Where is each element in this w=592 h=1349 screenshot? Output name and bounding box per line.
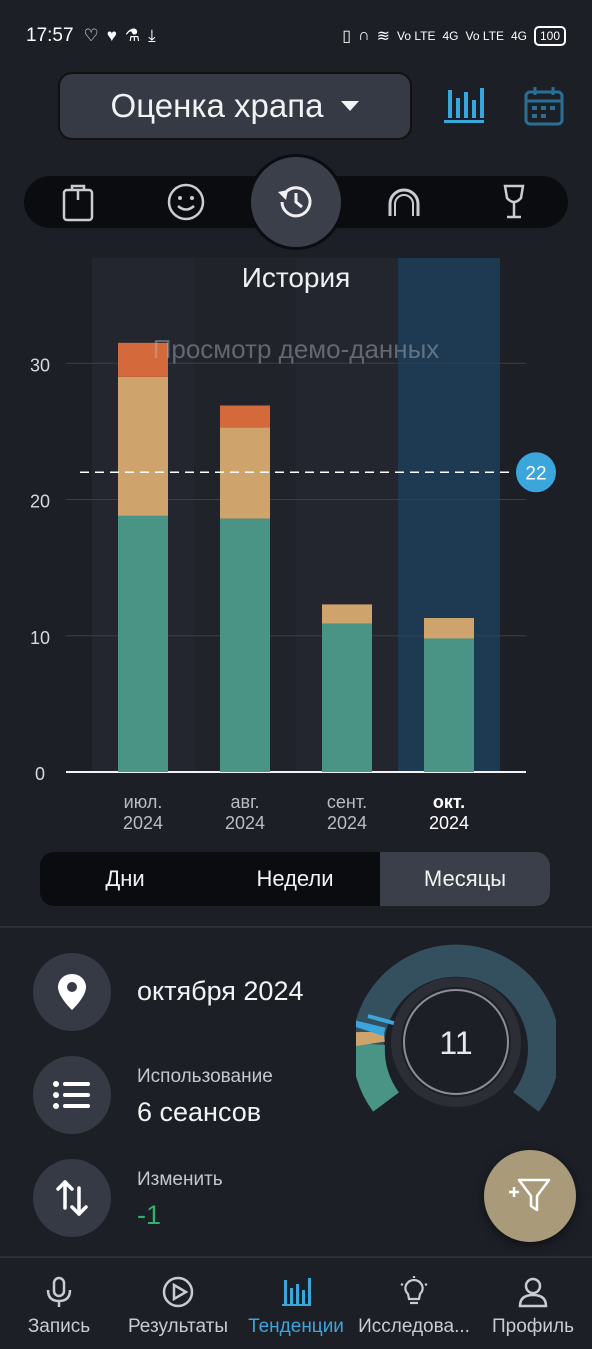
bar-segment bbox=[220, 518, 270, 772]
bar-segment bbox=[118, 515, 168, 772]
headphones-icon: ∩ bbox=[358, 27, 370, 44]
x-tick-label-month: июл. bbox=[124, 792, 163, 812]
nav-record[interactable]: Запись bbox=[14, 1258, 104, 1349]
y-tick-label: 0 bbox=[35, 764, 45, 784]
filter-add-icon bbox=[509, 1178, 551, 1212]
nav-profile[interactable]: Профиль bbox=[486, 1258, 580, 1349]
location-icon-circle bbox=[33, 953, 111, 1031]
play-circle-icon bbox=[162, 1276, 194, 1308]
wine-glass-icon[interactable] bbox=[494, 182, 534, 222]
report-type-dropdown[interactable]: Оценка храпа bbox=[58, 72, 412, 140]
bar-segment bbox=[220, 405, 270, 428]
x-tick-label-month: окт. bbox=[433, 792, 465, 812]
change-label: Изменить bbox=[137, 1169, 223, 1190]
nav-record-label: Запись bbox=[27, 1316, 91, 1337]
x-tick-label-year: 2024 bbox=[429, 813, 469, 833]
report-type-label: Оценка храпа bbox=[110, 87, 324, 124]
add-filter-button[interactable] bbox=[484, 1150, 576, 1242]
segment-days[interactable]: Дни bbox=[105, 866, 145, 891]
change-value: -1 bbox=[137, 1200, 162, 1230]
bar-segment bbox=[322, 604, 372, 624]
chart-title: История bbox=[241, 262, 351, 293]
divider bbox=[0, 926, 592, 928]
bar-segment bbox=[118, 342, 168, 377]
nav-profile-label: Профиль bbox=[491, 1316, 575, 1337]
x-tick-label-month: авг. bbox=[231, 792, 260, 812]
x-tick-label-year: 2024 bbox=[225, 813, 265, 833]
nav-results-label: Результаты bbox=[127, 1316, 229, 1337]
status-bar: 17:57 ♡ ♥ ⚗ ⤓ ▯ ∩ ≋ Vo LTE 4G Vo LTE 4G … bbox=[0, 0, 592, 72]
wifi-icon: ≋ bbox=[376, 28, 390, 45]
bar-chart-icon[interactable] bbox=[442, 84, 486, 128]
history-icon bbox=[278, 186, 312, 218]
lightbulb-icon bbox=[400, 1276, 428, 1305]
network-label-2: 4G bbox=[442, 29, 459, 43]
y-tick-label: 20 bbox=[30, 492, 50, 512]
change-icon-circle bbox=[33, 1159, 111, 1237]
arch-icon[interactable] bbox=[384, 182, 424, 222]
nav-research[interactable]: Исследова... bbox=[356, 1258, 472, 1349]
y-tick-label: 30 bbox=[30, 355, 50, 375]
heart-pulse-icon: ♥ bbox=[106, 26, 117, 45]
status-time: 17:57 bbox=[26, 25, 74, 46]
list-icon-circle bbox=[33, 1056, 111, 1134]
heart-check-icon: ♡ bbox=[83, 26, 99, 45]
period-value: октября 2024 bbox=[137, 976, 304, 1006]
reference-badge bbox=[514, 450, 558, 495]
network-label-1: Vo LTE bbox=[397, 29, 436, 43]
bar-segment bbox=[118, 376, 168, 516]
x-tick-label-year: 2024 bbox=[327, 813, 367, 833]
network-label-3: Vo LTE bbox=[465, 29, 504, 43]
x-tick-label-month: сент. bbox=[327, 792, 367, 812]
calendar-icon[interactable] bbox=[522, 84, 566, 128]
location-pin-icon bbox=[58, 974, 86, 1010]
history-tab-active[interactable] bbox=[248, 154, 344, 250]
bottom-navigation: Запись Результаты Тенденции Исследова...… bbox=[0, 1256, 592, 1349]
list-icon bbox=[53, 1081, 90, 1109]
bar-segment bbox=[424, 618, 474, 639]
nav-trends[interactable]: Тенденции bbox=[238, 1258, 354, 1349]
x-tick-label-year: 2024 bbox=[123, 813, 163, 833]
bar-segment bbox=[322, 623, 372, 772]
period-segmented-control: Дни Недели Месяцы bbox=[40, 852, 550, 906]
reference-value: 22 bbox=[525, 463, 546, 484]
person-icon bbox=[518, 1277, 548, 1308]
gauge-value: 11 bbox=[439, 1025, 472, 1061]
score-gauge: 11 bbox=[356, 944, 556, 1112]
up-down-arrows-icon bbox=[56, 1180, 88, 1216]
network-label-4: 4G bbox=[510, 29, 527, 43]
microphone-icon bbox=[46, 1276, 72, 1307]
smiley-icon[interactable] bbox=[166, 182, 206, 222]
clipboard-icon[interactable] bbox=[58, 182, 98, 222]
trends-icon bbox=[282, 1278, 311, 1306]
segment-months[interactable]: Месяцы bbox=[380, 852, 550, 906]
nav-research-label: Исследова... bbox=[358, 1316, 470, 1337]
y-tick-label: 10 bbox=[30, 628, 50, 648]
segment-weeks[interactable]: Недели bbox=[256, 866, 334, 891]
nav-trends-label: Тенденции bbox=[248, 1316, 344, 1337]
chevron-down-icon bbox=[341, 101, 360, 111]
bar-segment bbox=[424, 638, 474, 772]
nav-results[interactable]: Результаты bbox=[120, 1258, 236, 1349]
usage-value: 6 сеансов bbox=[137, 1097, 262, 1127]
vibrate-icon: ▯ bbox=[342, 28, 352, 45]
download-icon: ⤓ bbox=[148, 26, 156, 45]
flask-icon: ⚗ bbox=[124, 26, 141, 45]
usage-label: Использование bbox=[137, 1066, 273, 1087]
battery-indicator: 100 bbox=[533, 26, 566, 46]
